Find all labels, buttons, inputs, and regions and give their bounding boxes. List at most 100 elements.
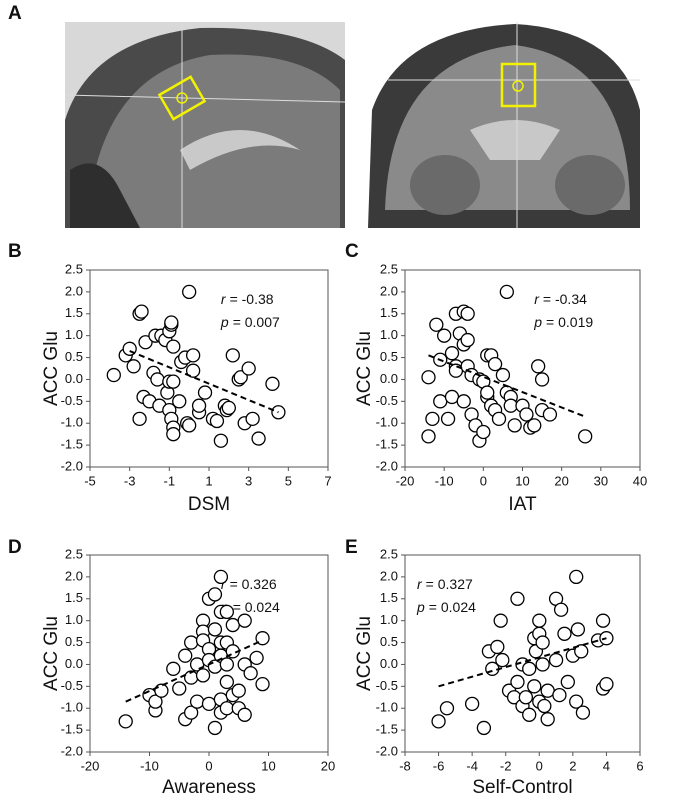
x-axis-title: DSM <box>188 494 230 515</box>
crosshair <box>64 94 346 103</box>
data-point <box>569 569 584 585</box>
data-point <box>166 427 181 442</box>
data-point <box>172 394 187 409</box>
x-tick-label: 40 <box>633 473 647 488</box>
data-point <box>540 712 555 727</box>
data-point <box>154 683 169 698</box>
data-point <box>495 652 510 668</box>
data-point <box>138 335 153 350</box>
x-axis-title: IAT <box>508 494 537 515</box>
x-tick-label: -10 <box>435 473 454 488</box>
x-tick-label: 7 <box>324 473 331 488</box>
data-point <box>537 698 552 714</box>
data-point <box>552 687 567 703</box>
x-tick-label: -10 <box>140 758 159 773</box>
data-point <box>225 348 240 363</box>
plot-frame <box>404 269 641 468</box>
data-point <box>534 372 550 387</box>
y-tick-label: -0.5 <box>376 393 398 408</box>
data-point <box>185 363 201 378</box>
x-tick-label: -20 <box>396 473 415 488</box>
x-tick-label: -3 <box>124 473 136 488</box>
data-point <box>444 346 460 361</box>
data-point <box>237 613 252 628</box>
data-point <box>207 720 223 736</box>
stat-symbol: p <box>416 599 425 615</box>
data-point <box>493 613 508 628</box>
data-point <box>182 418 197 433</box>
y-tick-label: 1.5 <box>380 590 398 605</box>
data-point <box>499 284 514 300</box>
x-tick-label: -1 <box>164 473 176 488</box>
x-tick-label: -6 <box>433 758 445 773</box>
data-point <box>134 304 149 319</box>
x-tick-label: 1 <box>205 473 212 488</box>
data-point <box>237 707 252 722</box>
data-point <box>527 679 542 694</box>
data-point <box>207 587 223 602</box>
y-tick-label: -1.5 <box>61 722 83 737</box>
y-tick-label: 2.0 <box>380 568 398 583</box>
data-point <box>185 348 201 363</box>
data-point <box>201 696 217 711</box>
voxel-box <box>157 75 207 121</box>
data-point <box>575 705 591 720</box>
data-point <box>189 694 205 709</box>
panel-label: E <box>345 537 358 558</box>
data-point <box>487 356 503 372</box>
temporal-lobe <box>410 155 480 215</box>
data-point <box>251 431 266 446</box>
y-tick-label: 1.0 <box>65 612 83 627</box>
data-point <box>527 418 542 433</box>
x-tick-label: 5 <box>285 473 292 488</box>
data-point <box>191 398 207 413</box>
y-tick-label: 2.0 <box>380 283 398 298</box>
stat-symbol: p <box>533 314 542 330</box>
data-point <box>118 714 133 729</box>
stat-value: = 0.024 <box>233 599 280 615</box>
y-tick-label: -1.5 <box>376 437 398 452</box>
data-point <box>595 613 611 628</box>
data-point <box>166 374 181 389</box>
y-tick-label: 1.0 <box>380 327 398 342</box>
y-tick-label: -1.0 <box>61 700 83 715</box>
data-point <box>195 668 211 683</box>
stat-symbol: r <box>221 291 227 307</box>
data-point <box>132 411 147 426</box>
data-point <box>241 361 256 376</box>
data-point <box>476 720 492 736</box>
data-point <box>219 674 235 690</box>
data-point <box>429 317 444 332</box>
data-point <box>219 701 235 716</box>
y-tick-label: 0.0 <box>380 371 398 386</box>
voxel-center <box>176 92 188 104</box>
data-point <box>197 385 213 400</box>
data-point <box>106 367 121 383</box>
corpus-callosum <box>180 130 300 170</box>
white-matter <box>470 120 560 160</box>
data-point <box>183 635 199 650</box>
data-point <box>231 683 246 698</box>
temporal-lobe <box>555 155 625 215</box>
x-tick-label: 20 <box>554 473 568 488</box>
data-point <box>560 674 575 690</box>
chart-panel: E -2.0 -1.5 -1.0 -0.5 0.0 0.5 1.0 1.5 2.0 2.5 -8 -6 -… <box>345 537 644 798</box>
x-tick-label: -2 <box>500 758 512 773</box>
data-point <box>166 661 181 676</box>
y-tick-label: -2.0 <box>376 743 398 758</box>
voxel-center <box>512 80 524 92</box>
data-point <box>255 676 270 692</box>
y-tick-label: 0.0 <box>65 656 83 671</box>
data-point <box>166 339 181 354</box>
panel-label: C <box>345 241 359 262</box>
data-point <box>433 394 448 409</box>
data-point <box>456 394 471 409</box>
data-point <box>164 315 179 330</box>
data-point <box>178 648 193 663</box>
data-point <box>126 359 141 374</box>
panel-label: D <box>8 537 22 558</box>
panel-label: B <box>8 241 22 262</box>
x-tick-label: 0 <box>480 473 487 488</box>
trend-line <box>438 637 607 688</box>
